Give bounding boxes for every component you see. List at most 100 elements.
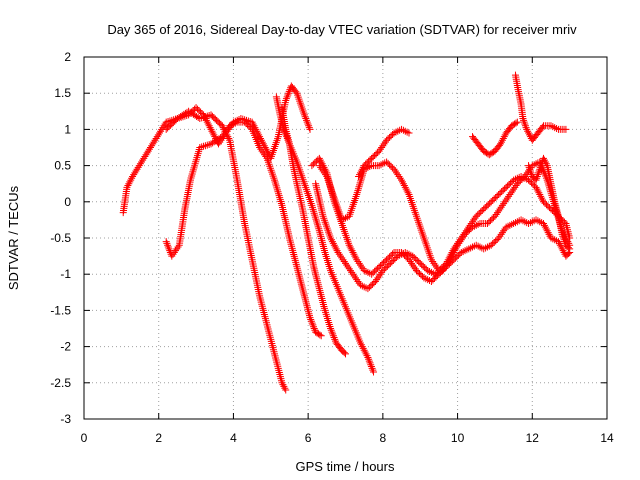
- data-point: [152, 134, 160, 142]
- data-point: [194, 105, 202, 113]
- data-point: [303, 116, 311, 124]
- data-point: [380, 265, 388, 273]
- data-point: [498, 188, 506, 196]
- data-point: [217, 136, 225, 144]
- data-point: [155, 129, 163, 137]
- data-point: [536, 163, 544, 171]
- data-point: [273, 186, 281, 194]
- data-point: [367, 363, 375, 371]
- data-point: [474, 211, 482, 219]
- data-point: [406, 258, 414, 266]
- data-point: [442, 259, 450, 267]
- data-point: [192, 104, 200, 112]
- data-point: [367, 361, 375, 369]
- data-point: [314, 223, 322, 231]
- data-point: [427, 277, 435, 285]
- data-point: [202, 116, 210, 124]
- data-point: [376, 145, 384, 153]
- data-point: [339, 256, 347, 264]
- data-point: [430, 259, 438, 267]
- data-point: [369, 269, 377, 277]
- y-tick-label: 0.5: [54, 159, 71, 173]
- data-point: [432, 263, 440, 271]
- data-point: [271, 178, 279, 186]
- data-point: [331, 243, 339, 251]
- data-point: [282, 95, 290, 103]
- data-point: [173, 245, 181, 253]
- data-point: [536, 165, 544, 173]
- data-point: [489, 196, 497, 204]
- data-point: [146, 144, 154, 151]
- data-point: [358, 343, 366, 351]
- data-point: [205, 122, 213, 130]
- data-point: [272, 180, 280, 188]
- data-point: [203, 118, 211, 126]
- data-point: [331, 335, 339, 343]
- data-point: [387, 251, 395, 259]
- data-point: [527, 169, 535, 177]
- data-point: [327, 326, 335, 334]
- data-point: [454, 239, 462, 247]
- data-point: [383, 262, 391, 270]
- series-sat-h: [315, 158, 574, 275]
- data-point: [535, 189, 543, 197]
- y-tick-label: -2: [60, 340, 71, 354]
- data-point: [451, 243, 459, 251]
- data-point: [483, 202, 491, 210]
- data-point: [207, 125, 215, 133]
- data-point: [409, 252, 417, 260]
- x-tick-label: 8: [380, 431, 387, 445]
- data-point: [483, 220, 491, 228]
- y-tick-label: -3: [60, 412, 71, 426]
- data-point: [535, 169, 543, 177]
- data-point: [502, 196, 510, 204]
- data-point: [539, 220, 547, 228]
- data-point: [547, 205, 555, 213]
- data-point: [446, 252, 454, 260]
- data-point: [349, 270, 357, 278]
- data-point: [170, 248, 178, 256]
- data-point: [309, 160, 317, 168]
- data-point: [383, 158, 391, 166]
- data-point: [317, 332, 325, 340]
- data-point: [200, 111, 208, 119]
- data-point: [331, 337, 339, 345]
- data-point: [204, 120, 212, 128]
- data-point: [309, 321, 317, 329]
- data-point: [356, 181, 364, 189]
- data-point: [225, 134, 233, 142]
- data-point: [224, 125, 232, 133]
- data-point: [368, 280, 376, 288]
- data-point: [386, 253, 394, 261]
- series-sat-j: [469, 118, 521, 159]
- data-point: [124, 182, 132, 190]
- data-point: [129, 172, 137, 180]
- data-point: [317, 158, 325, 166]
- y-tick-label: -2.5: [50, 376, 71, 390]
- data-point: [402, 185, 410, 193]
- data-point: [210, 131, 218, 139]
- data-point: [132, 167, 140, 175]
- data-point: [391, 167, 399, 175]
- data-point: [412, 255, 420, 263]
- data-point: [365, 157, 373, 165]
- y-tick-label: 2: [64, 50, 71, 64]
- data-point: [353, 276, 361, 284]
- data-point: [354, 185, 362, 193]
- data-point: [522, 124, 530, 132]
- x-tick-label: 10: [451, 431, 465, 445]
- data-point: [221, 131, 229, 139]
- data-point: [416, 259, 424, 267]
- data-point: [219, 133, 227, 141]
- data-point: [419, 262, 427, 270]
- data-point: [329, 332, 337, 340]
- data-point: [497, 140, 505, 148]
- data-point: [495, 234, 503, 242]
- data-point: [493, 192, 501, 200]
- data-point: [226, 124, 234, 132]
- y-tick-label: -1.5: [50, 303, 71, 317]
- data-point: [559, 234, 567, 242]
- data-point: [333, 247, 341, 255]
- data-point: [487, 241, 495, 249]
